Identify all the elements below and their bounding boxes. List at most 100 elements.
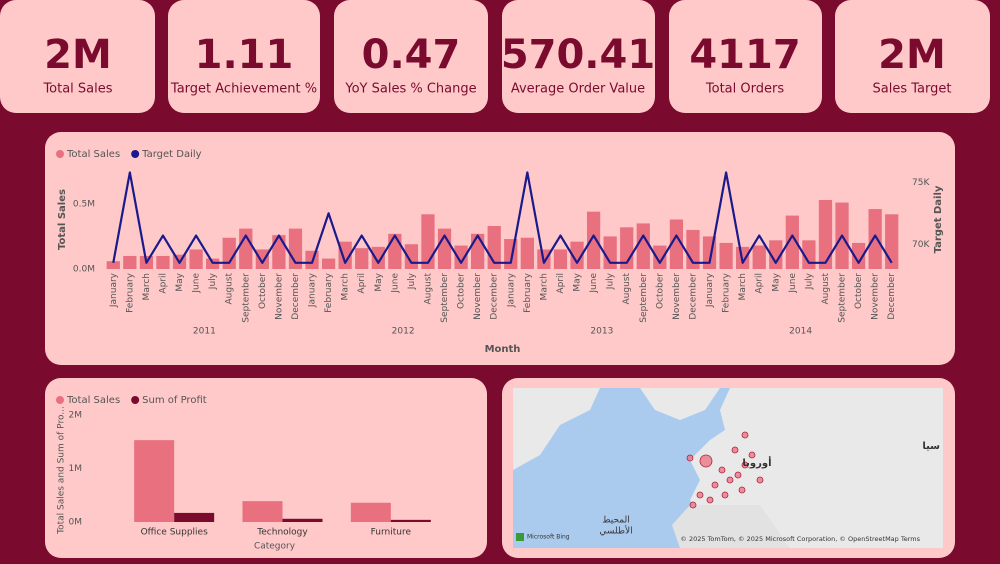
kpi-label: Sales Target [873,82,952,97]
x-tick-label: October [258,273,268,309]
x-tick-label: October [457,273,467,309]
map-label: الأطلسي [599,525,632,537]
x-tick-label: January [705,272,715,308]
map-point [734,471,742,479]
x-group-label: 2013 [590,327,613,337]
x-tick-label: April [755,273,765,294]
x-tick-label: July [208,272,218,290]
y2-tick-label: 70K [912,240,930,250]
bar [653,245,667,269]
x-tick-label: August [423,273,433,305]
x-tick-label: June [589,273,599,294]
kpi-card [0,0,155,113]
kpi-card [334,0,488,113]
x-tick-label: April [556,273,566,294]
map-land [640,388,720,420]
bar [570,241,584,269]
kpi-cards: 2M Total Sales 1.11 Target Achievement %… [0,0,990,113]
x-tick-label: January [506,272,516,308]
x-group-label: 2014 [789,327,812,337]
x-tick-label: March [738,273,748,300]
kpi-label: Target Achievement % [170,82,317,97]
x-tick-label: Furniture [371,528,412,538]
map-point [756,476,764,484]
bar [471,233,485,269]
line [112,171,893,264]
x-tick-label: July [804,272,814,290]
bar [388,233,402,269]
y2-axis-title: Target Daily [933,185,944,253]
kpi-label: YoY Sales % Change [344,82,476,97]
map-point [689,501,697,509]
x-tick-label: December [291,273,301,320]
bar [437,228,452,269]
legend-label: Total Sales [66,395,120,406]
kpi-card [168,0,320,113]
bar [520,237,534,269]
map-point [726,476,734,484]
x-tick-label: July [606,272,616,290]
bar [239,228,253,269]
map-label: سيا [922,441,940,452]
x-axis-title: Month [485,344,521,355]
bar [282,518,323,522]
x-tick-label: February [523,272,533,313]
map-points [686,431,764,509]
x-tick-label: April [158,273,168,294]
kpi-value: 4117 [689,32,800,78]
kpi-card [669,0,822,113]
x-tick-label: December [490,273,500,320]
bar [719,242,733,269]
kpi-card [502,0,655,113]
y-tick-label: 2M [69,411,83,421]
x-tick-label: November [871,273,881,320]
map: المحيط الأطلسي أوروبا سيا Microsoft Bing… [513,388,943,548]
map-point [741,461,749,469]
x-tick-label: December [887,273,897,320]
kpi-label: Total Orders [705,82,784,97]
x-tick-label: May [374,272,384,291]
y2-tick-label: 75K [912,178,930,188]
map-point [738,486,746,494]
x-tick-label: July [407,272,417,290]
x-tick-label: August [225,273,235,305]
x-tick-label: May [771,272,781,291]
x-tick-label: February [125,272,135,313]
map-attribution[interactable]: © 2025 TomTom, © 2025 Microsoft Corporat… [680,535,920,543]
y-tick-label: 0.0M [73,265,95,275]
legend-label: Sum of Profit [142,395,207,406]
x-tick-label: June [390,273,400,294]
bar [390,519,431,522]
y-axis-title: Total Sales and Sum of Pro... [57,406,67,535]
x-tick-label: September [440,273,450,323]
bar [818,199,833,269]
map-point [686,454,694,462]
x-tick-label: November [672,273,682,320]
map-label: أوروبا [742,456,771,469]
x-tick-label: December [688,273,698,320]
legend-marker [131,396,140,404]
x-tick-label: June [192,273,202,294]
kpi-value: 1.11 [195,32,294,78]
map-land [513,388,600,470]
bar [156,255,170,269]
bar [338,241,352,269]
bar [134,440,175,522]
x-tick-label: June [788,273,798,294]
kpi-value: 2M [878,32,946,78]
bar [355,248,369,269]
x-tick-label: Office Supplies [141,528,209,538]
x-tick-label: October [655,273,665,309]
map-label: المحيط [602,516,630,526]
kpi-label: Total Sales [42,82,112,97]
kpi-label: Average Order Value [511,82,645,97]
x-tick-label: March [341,273,351,300]
x-tick-label: February [722,272,732,313]
x-tick-label: May [175,272,185,291]
x-tick-label: August [622,273,632,305]
kpi-value: 2M [44,32,112,78]
map-point [741,431,749,439]
bar [242,501,283,522]
